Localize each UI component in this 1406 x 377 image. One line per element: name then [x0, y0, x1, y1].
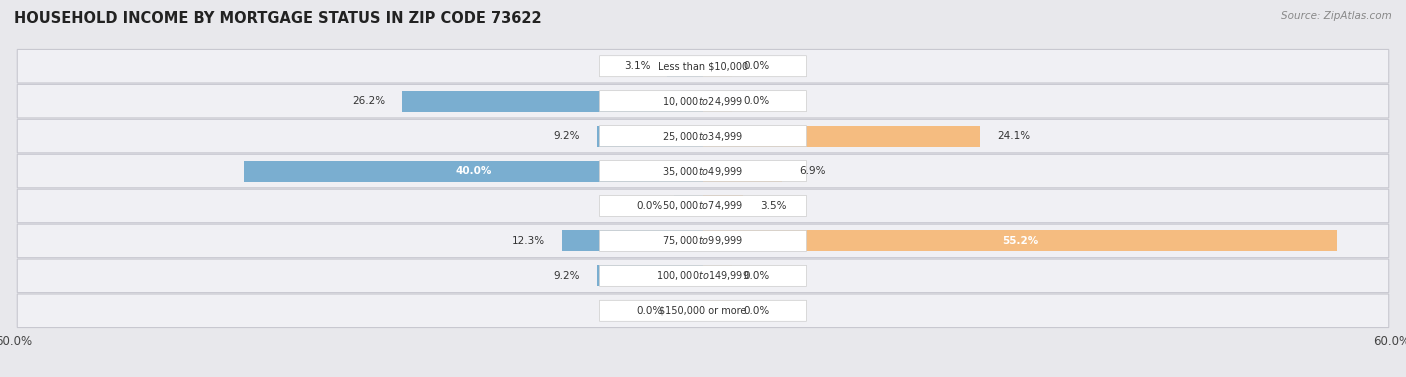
Bar	[703, 196, 731, 216]
FancyBboxPatch shape	[17, 189, 1389, 223]
Bar	[703, 90, 731, 112]
Bar	[675, 161, 703, 181]
Bar	[703, 126, 731, 147]
Text: $150,000 or more: $150,000 or more	[659, 306, 747, 316]
Text: $10,000 to $24,999: $10,000 to $24,999	[662, 95, 744, 108]
Text: 24.1%: 24.1%	[997, 131, 1031, 141]
Bar	[703, 230, 731, 251]
Text: HOUSEHOLD INCOME BY MORTGAGE STATUS IN ZIP CODE 73622: HOUSEHOLD INCOME BY MORTGAGE STATUS IN Z…	[14, 11, 541, 26]
Text: $50,000 to $74,999: $50,000 to $74,999	[662, 199, 744, 213]
FancyBboxPatch shape	[17, 154, 1389, 188]
FancyBboxPatch shape	[599, 300, 807, 321]
Bar	[243, 161, 703, 181]
Text: 9.2%: 9.2%	[554, 131, 581, 141]
Bar	[703, 265, 731, 287]
Bar	[675, 265, 703, 287]
Bar	[675, 230, 703, 251]
Bar	[703, 161, 731, 181]
Bar	[402, 90, 703, 112]
Text: $35,000 to $49,999: $35,000 to $49,999	[662, 164, 744, 178]
Bar	[703, 230, 1337, 251]
Bar	[668, 56, 703, 77]
FancyBboxPatch shape	[17, 294, 1389, 328]
FancyBboxPatch shape	[599, 161, 807, 181]
FancyBboxPatch shape	[599, 126, 807, 147]
FancyBboxPatch shape	[599, 230, 807, 251]
Text: 0.0%: 0.0%	[637, 306, 662, 316]
Text: 40.0%: 40.0%	[456, 166, 492, 176]
Bar	[675, 126, 703, 147]
Text: 26.2%: 26.2%	[352, 96, 385, 106]
Bar	[675, 56, 703, 77]
Text: 55.2%: 55.2%	[1002, 236, 1038, 246]
Text: 0.0%: 0.0%	[744, 96, 769, 106]
Text: 3.5%: 3.5%	[761, 201, 787, 211]
FancyBboxPatch shape	[17, 224, 1389, 258]
Text: 3.1%: 3.1%	[624, 61, 650, 71]
Bar	[703, 300, 731, 321]
Text: $100,000 to $149,999: $100,000 to $149,999	[657, 269, 749, 282]
Bar	[703, 56, 731, 77]
FancyBboxPatch shape	[599, 90, 807, 112]
FancyBboxPatch shape	[599, 196, 807, 216]
Text: 0.0%: 0.0%	[637, 201, 662, 211]
Text: $25,000 to $34,999: $25,000 to $34,999	[662, 130, 744, 143]
FancyBboxPatch shape	[17, 119, 1389, 153]
FancyBboxPatch shape	[599, 265, 807, 287]
Text: Source: ZipAtlas.com: Source: ZipAtlas.com	[1281, 11, 1392, 21]
Bar	[675, 90, 703, 112]
Bar	[703, 196, 744, 216]
Text: 9.2%: 9.2%	[554, 271, 581, 281]
FancyBboxPatch shape	[599, 56, 807, 77]
Text: 6.9%: 6.9%	[800, 166, 825, 176]
Text: $75,000 to $99,999: $75,000 to $99,999	[662, 234, 744, 247]
FancyBboxPatch shape	[17, 259, 1389, 293]
Text: Less than $10,000: Less than $10,000	[658, 61, 748, 71]
Bar	[675, 196, 703, 216]
Bar	[598, 265, 703, 287]
Text: 0.0%: 0.0%	[744, 61, 769, 71]
FancyBboxPatch shape	[17, 84, 1389, 118]
Bar	[598, 126, 703, 147]
FancyBboxPatch shape	[17, 49, 1389, 83]
Bar	[703, 126, 980, 147]
Bar	[562, 230, 703, 251]
Bar	[675, 300, 703, 321]
Text: 12.3%: 12.3%	[512, 236, 544, 246]
Text: 0.0%: 0.0%	[744, 271, 769, 281]
Text: 0.0%: 0.0%	[744, 306, 769, 316]
Bar	[703, 161, 782, 181]
